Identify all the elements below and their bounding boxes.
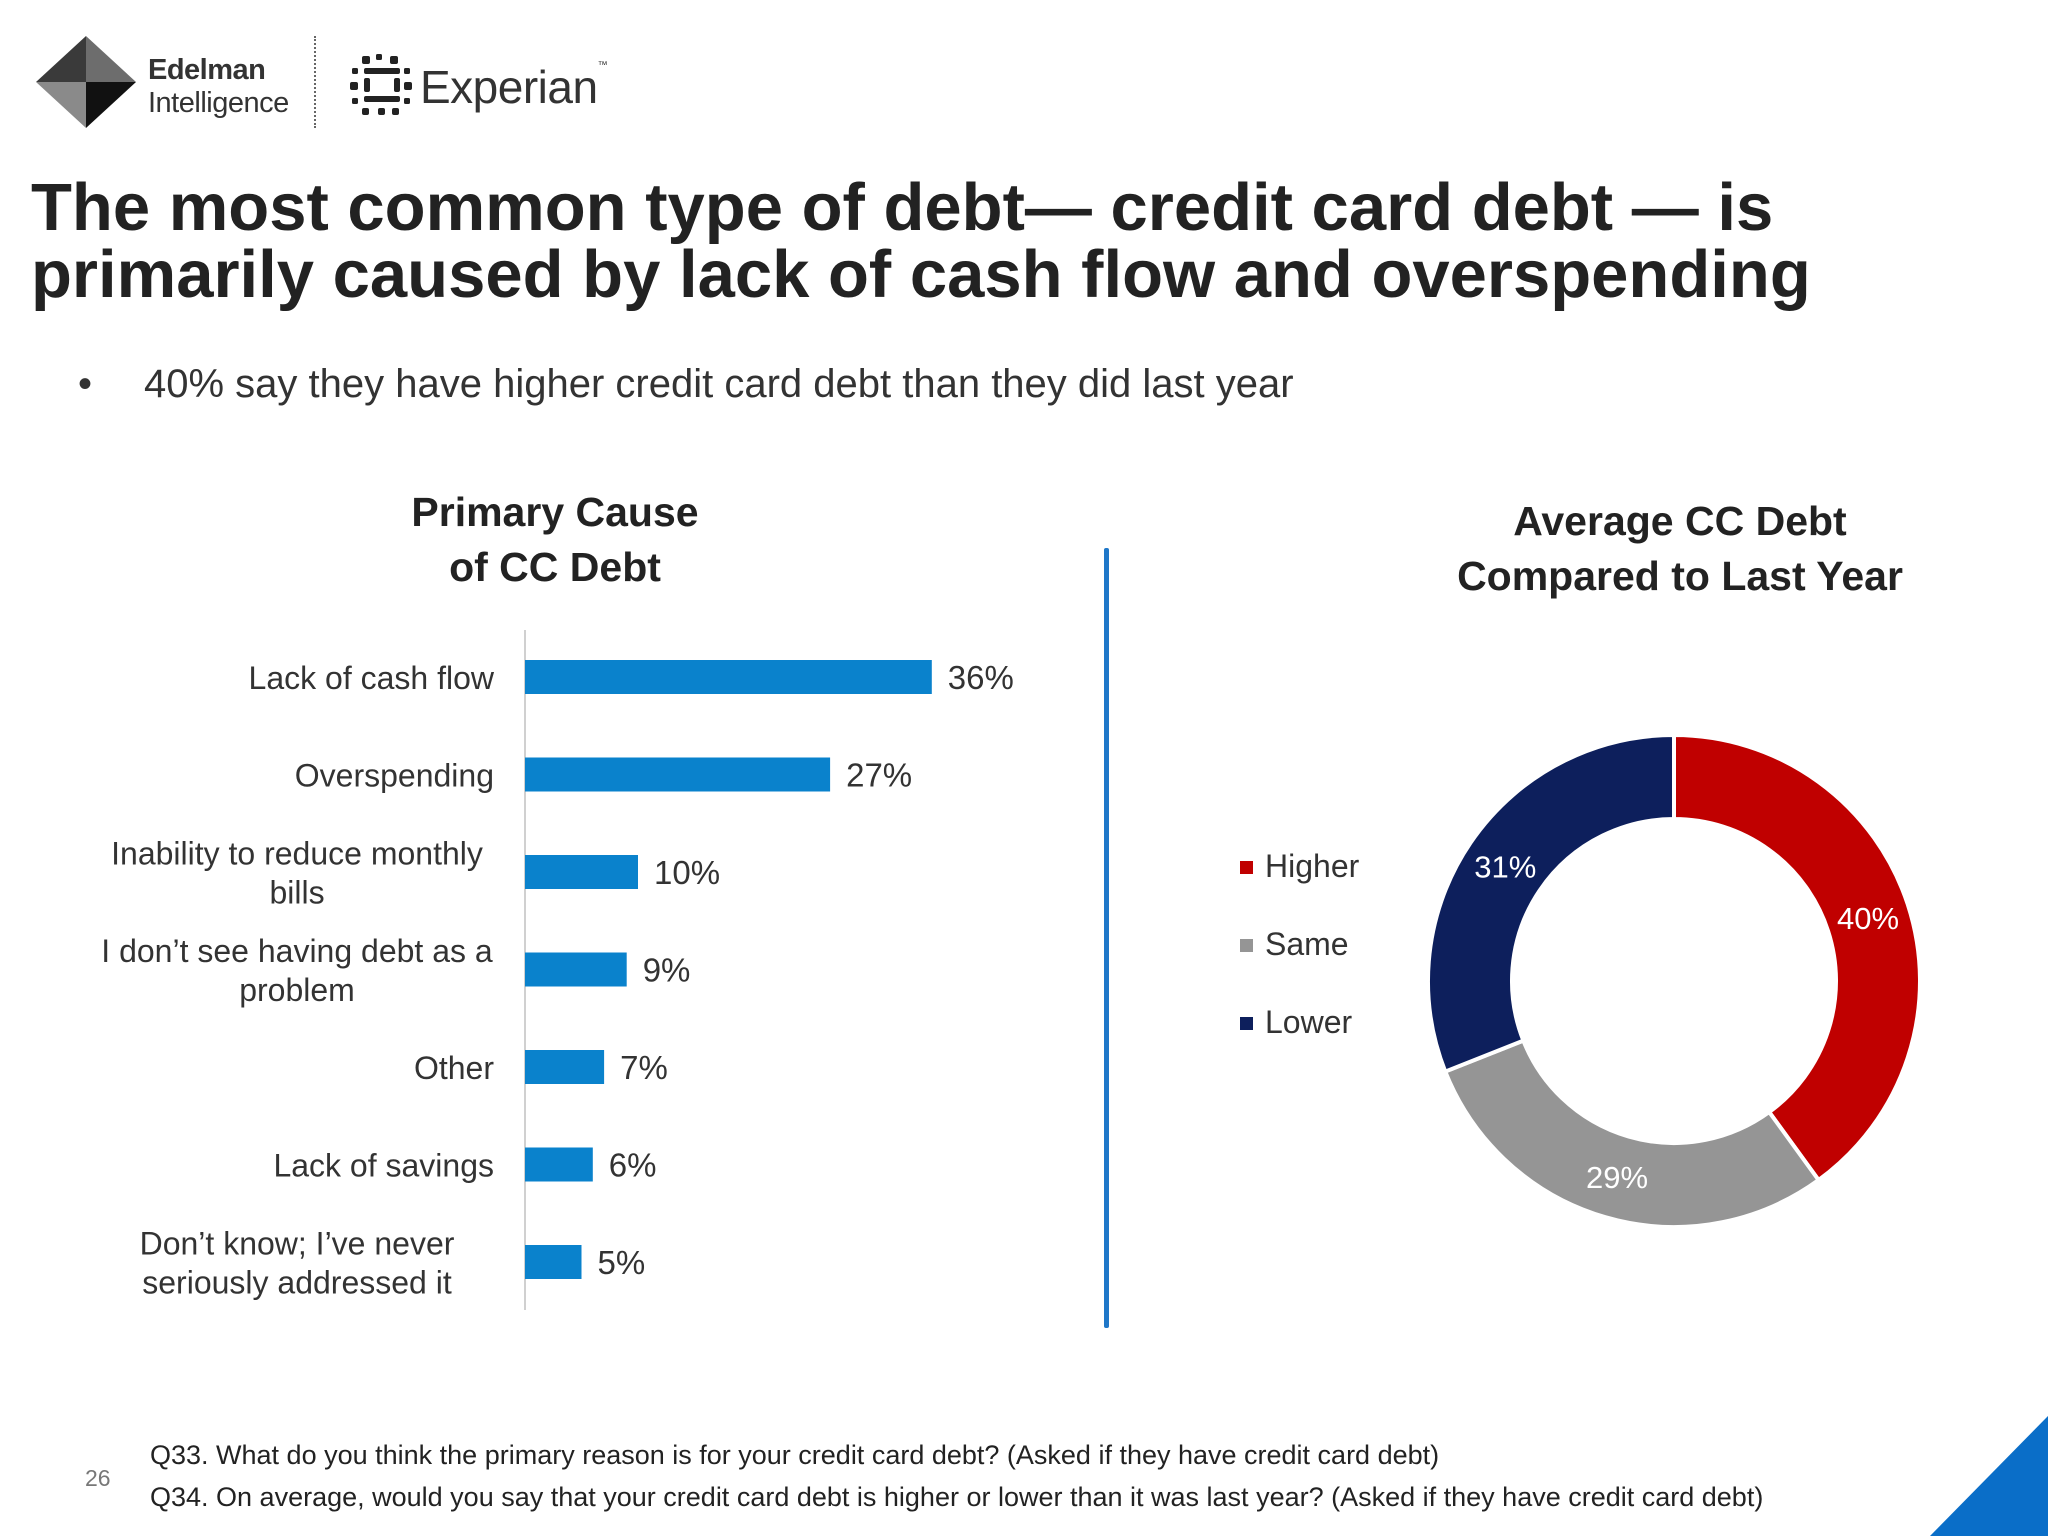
legend-item-lower: Lower bbox=[1240, 1004, 1352, 1041]
legend-label-higher: Higher bbox=[1265, 848, 1360, 884]
footnote-q34: Q34. On average, would you say that your… bbox=[150, 1482, 1764, 1512]
experian-trademark: ™ bbox=[597, 60, 608, 71]
bar-category-label-line: seriously addressed it bbox=[142, 1265, 452, 1301]
panel-divider bbox=[1104, 548, 1109, 1328]
bar-chart-title-line1: Primary Cause bbox=[411, 489, 699, 535]
bar bbox=[525, 757, 831, 792]
logo-divider bbox=[314, 36, 316, 128]
edelman-logo-line1: Edelman bbox=[148, 54, 266, 86]
edelman-logo-line2: Intelligence bbox=[148, 87, 289, 119]
bar-category-label-line: I don’t see having debt as a bbox=[101, 933, 493, 969]
experian-logo-icon bbox=[350, 54, 412, 115]
donut-slice-label: 40% bbox=[1837, 901, 1899, 936]
legend-swatch-same bbox=[1240, 939, 1253, 952]
bar-category-label: Other bbox=[414, 1050, 494, 1086]
donut-slice-lower bbox=[1426, 732, 1676, 1075]
legend-label-lower: Lower bbox=[1265, 1004, 1353, 1040]
bar bbox=[525, 1147, 593, 1182]
bar-category-label: Overspending bbox=[295, 758, 494, 794]
bar-category-label-line: bills bbox=[269, 875, 324, 911]
experian-logo-word: Experian bbox=[420, 61, 598, 113]
bar bbox=[525, 952, 627, 987]
experian-logo-text: Experian™ bbox=[420, 60, 608, 114]
slide-title: The most common type of debt— credit car… bbox=[31, 170, 1811, 312]
legend-label-same: Same bbox=[1265, 926, 1349, 962]
bar bbox=[525, 660, 932, 694]
legend-item-same: Same bbox=[1240, 926, 1349, 963]
bar-value-label: 27% bbox=[846, 757, 912, 794]
page-number: 26 bbox=[85, 1465, 111, 1491]
donut-slice-same bbox=[1442, 1038, 1822, 1229]
bar-value-label: 7% bbox=[620, 1049, 668, 1086]
bar-category-label: Inability to reduce monthly bills bbox=[111, 836, 483, 911]
donut-slice-label: 29% bbox=[1586, 1160, 1648, 1195]
corner-triangle-decoration bbox=[1930, 1416, 2048, 1536]
bar-category-label-line: Lack of cash flow bbox=[249, 660, 495, 696]
bar-chart-title: Primary Cause of CC Debt bbox=[355, 485, 755, 595]
bar-category-label-line: Overspending bbox=[295, 758, 494, 794]
bar-category-label-line: Lack of savings bbox=[273, 1148, 494, 1184]
donut-chart: 40% 29% 31% bbox=[1426, 732, 1922, 1229]
legend-swatch-lower bbox=[1240, 1017, 1253, 1030]
donut-chart-title: Average CC Debt Compared to Last Year bbox=[1370, 494, 1990, 604]
donut-slice-higher bbox=[1672, 732, 1922, 1183]
donut-chart-title-line2: Compared to Last Year bbox=[1457, 553, 1903, 599]
bar-value-label: 5% bbox=[598, 1244, 646, 1281]
bar-value-label: 36% bbox=[948, 659, 1014, 696]
donut-slice-label: 31% bbox=[1474, 849, 1536, 884]
bullet-marker: • bbox=[78, 362, 93, 406]
bar-chart: 36% Lack of cash flow 27% Overspending 10% In… bbox=[101, 630, 1014, 1310]
footnote-q33: Q33. What do you think the primary reaso… bbox=[150, 1440, 1440, 1470]
bullet-text: 40% say they have higher credit card deb… bbox=[144, 362, 1294, 406]
bar bbox=[525, 1245, 582, 1279]
bar bbox=[525, 855, 638, 889]
legend-item-higher: Higher bbox=[1240, 848, 1359, 885]
bar-category-label: Don’t know; I’ve never seriously addresse… bbox=[140, 1226, 455, 1301]
donut-chart-title-line1: Average CC Debt bbox=[1513, 498, 1847, 544]
bar-category-label-line: Other bbox=[414, 1050, 494, 1086]
bar-category-label: Lack of cash flow bbox=[249, 660, 495, 696]
bar-value-label: 10% bbox=[654, 854, 720, 891]
bar-value-label: 6% bbox=[609, 1147, 657, 1184]
edelman-logo-text: Edelman Intelligence bbox=[148, 54, 289, 120]
bar-category-label: Lack of savings bbox=[273, 1148, 494, 1184]
bar-category-label: I don’t see having debt as a problem bbox=[101, 933, 493, 1008]
bar-category-label-line: Inability to reduce monthly bbox=[111, 836, 483, 872]
bar-category-label-line: Don’t know; I’ve never bbox=[140, 1226, 455, 1262]
legend-swatch-higher bbox=[1240, 861, 1253, 874]
bar-category-label-line: problem bbox=[239, 972, 355, 1008]
bar bbox=[525, 1050, 605, 1084]
bar-value-label: 9% bbox=[643, 952, 691, 989]
edelman-logo-icon bbox=[36, 36, 136, 128]
bar-chart-title-line2: of CC Debt bbox=[449, 544, 661, 590]
